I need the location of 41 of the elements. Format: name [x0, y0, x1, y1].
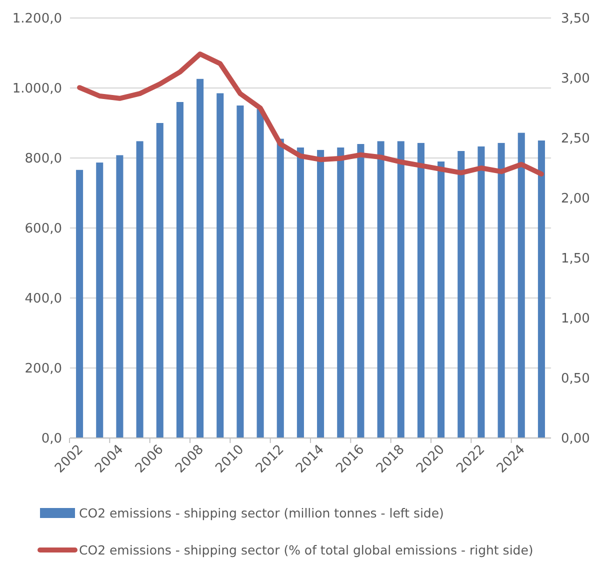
bar	[438, 162, 445, 438]
bar	[236, 106, 244, 438]
bar	[96, 162, 104, 438]
y-tick-label: 400,0	[24, 292, 62, 307]
y-tick-label: 1.200,0	[12, 12, 62, 27]
y2-tick-label: 1,50	[561, 252, 590, 267]
y-tick-label: 200,0	[24, 362, 62, 377]
y2-tick-label: 1,00	[561, 312, 590, 327]
bar	[538, 140, 545, 438]
y2-tick-label: 3,50	[561, 12, 590, 27]
bar	[256, 109, 264, 438]
bar	[397, 141, 404, 438]
bar	[196, 78, 204, 438]
bar	[518, 132, 525, 438]
legend-label: CO2 emissions - shipping sector (% of total global emissions - right side)	[79, 542, 534, 558]
y-tick-label: 1.000,0	[12, 82, 62, 97]
y-tick-label: 600,0	[24, 222, 62, 237]
bar	[296, 148, 304, 438]
bar	[116, 155, 124, 438]
y2-tick-label: 2,50	[561, 132, 590, 147]
bar	[317, 150, 324, 438]
bar	[337, 148, 344, 438]
bar	[136, 141, 144, 438]
bar	[156, 123, 164, 438]
bar	[377, 141, 384, 438]
bar	[357, 144, 364, 438]
bar	[76, 170, 84, 438]
bar	[176, 102, 184, 438]
bar	[458, 151, 465, 438]
legend-label: CO2 emissions - shipping sector (million tonnes - left side)	[79, 505, 444, 520]
bar	[498, 142, 505, 438]
bar	[478, 146, 485, 438]
y2-tick-label: 0,50	[561, 372, 590, 387]
bar	[276, 138, 284, 438]
y2-tick-label: 3,00	[561, 72, 590, 87]
y-tick-label: 0,0	[41, 432, 62, 447]
y2-tick-label: 0,00	[561, 432, 590, 447]
bar	[216, 93, 224, 438]
y2-tick-label: 2,00	[561, 192, 590, 207]
y-tick-label: 800,0	[24, 152, 62, 167]
bar	[417, 142, 424, 438]
